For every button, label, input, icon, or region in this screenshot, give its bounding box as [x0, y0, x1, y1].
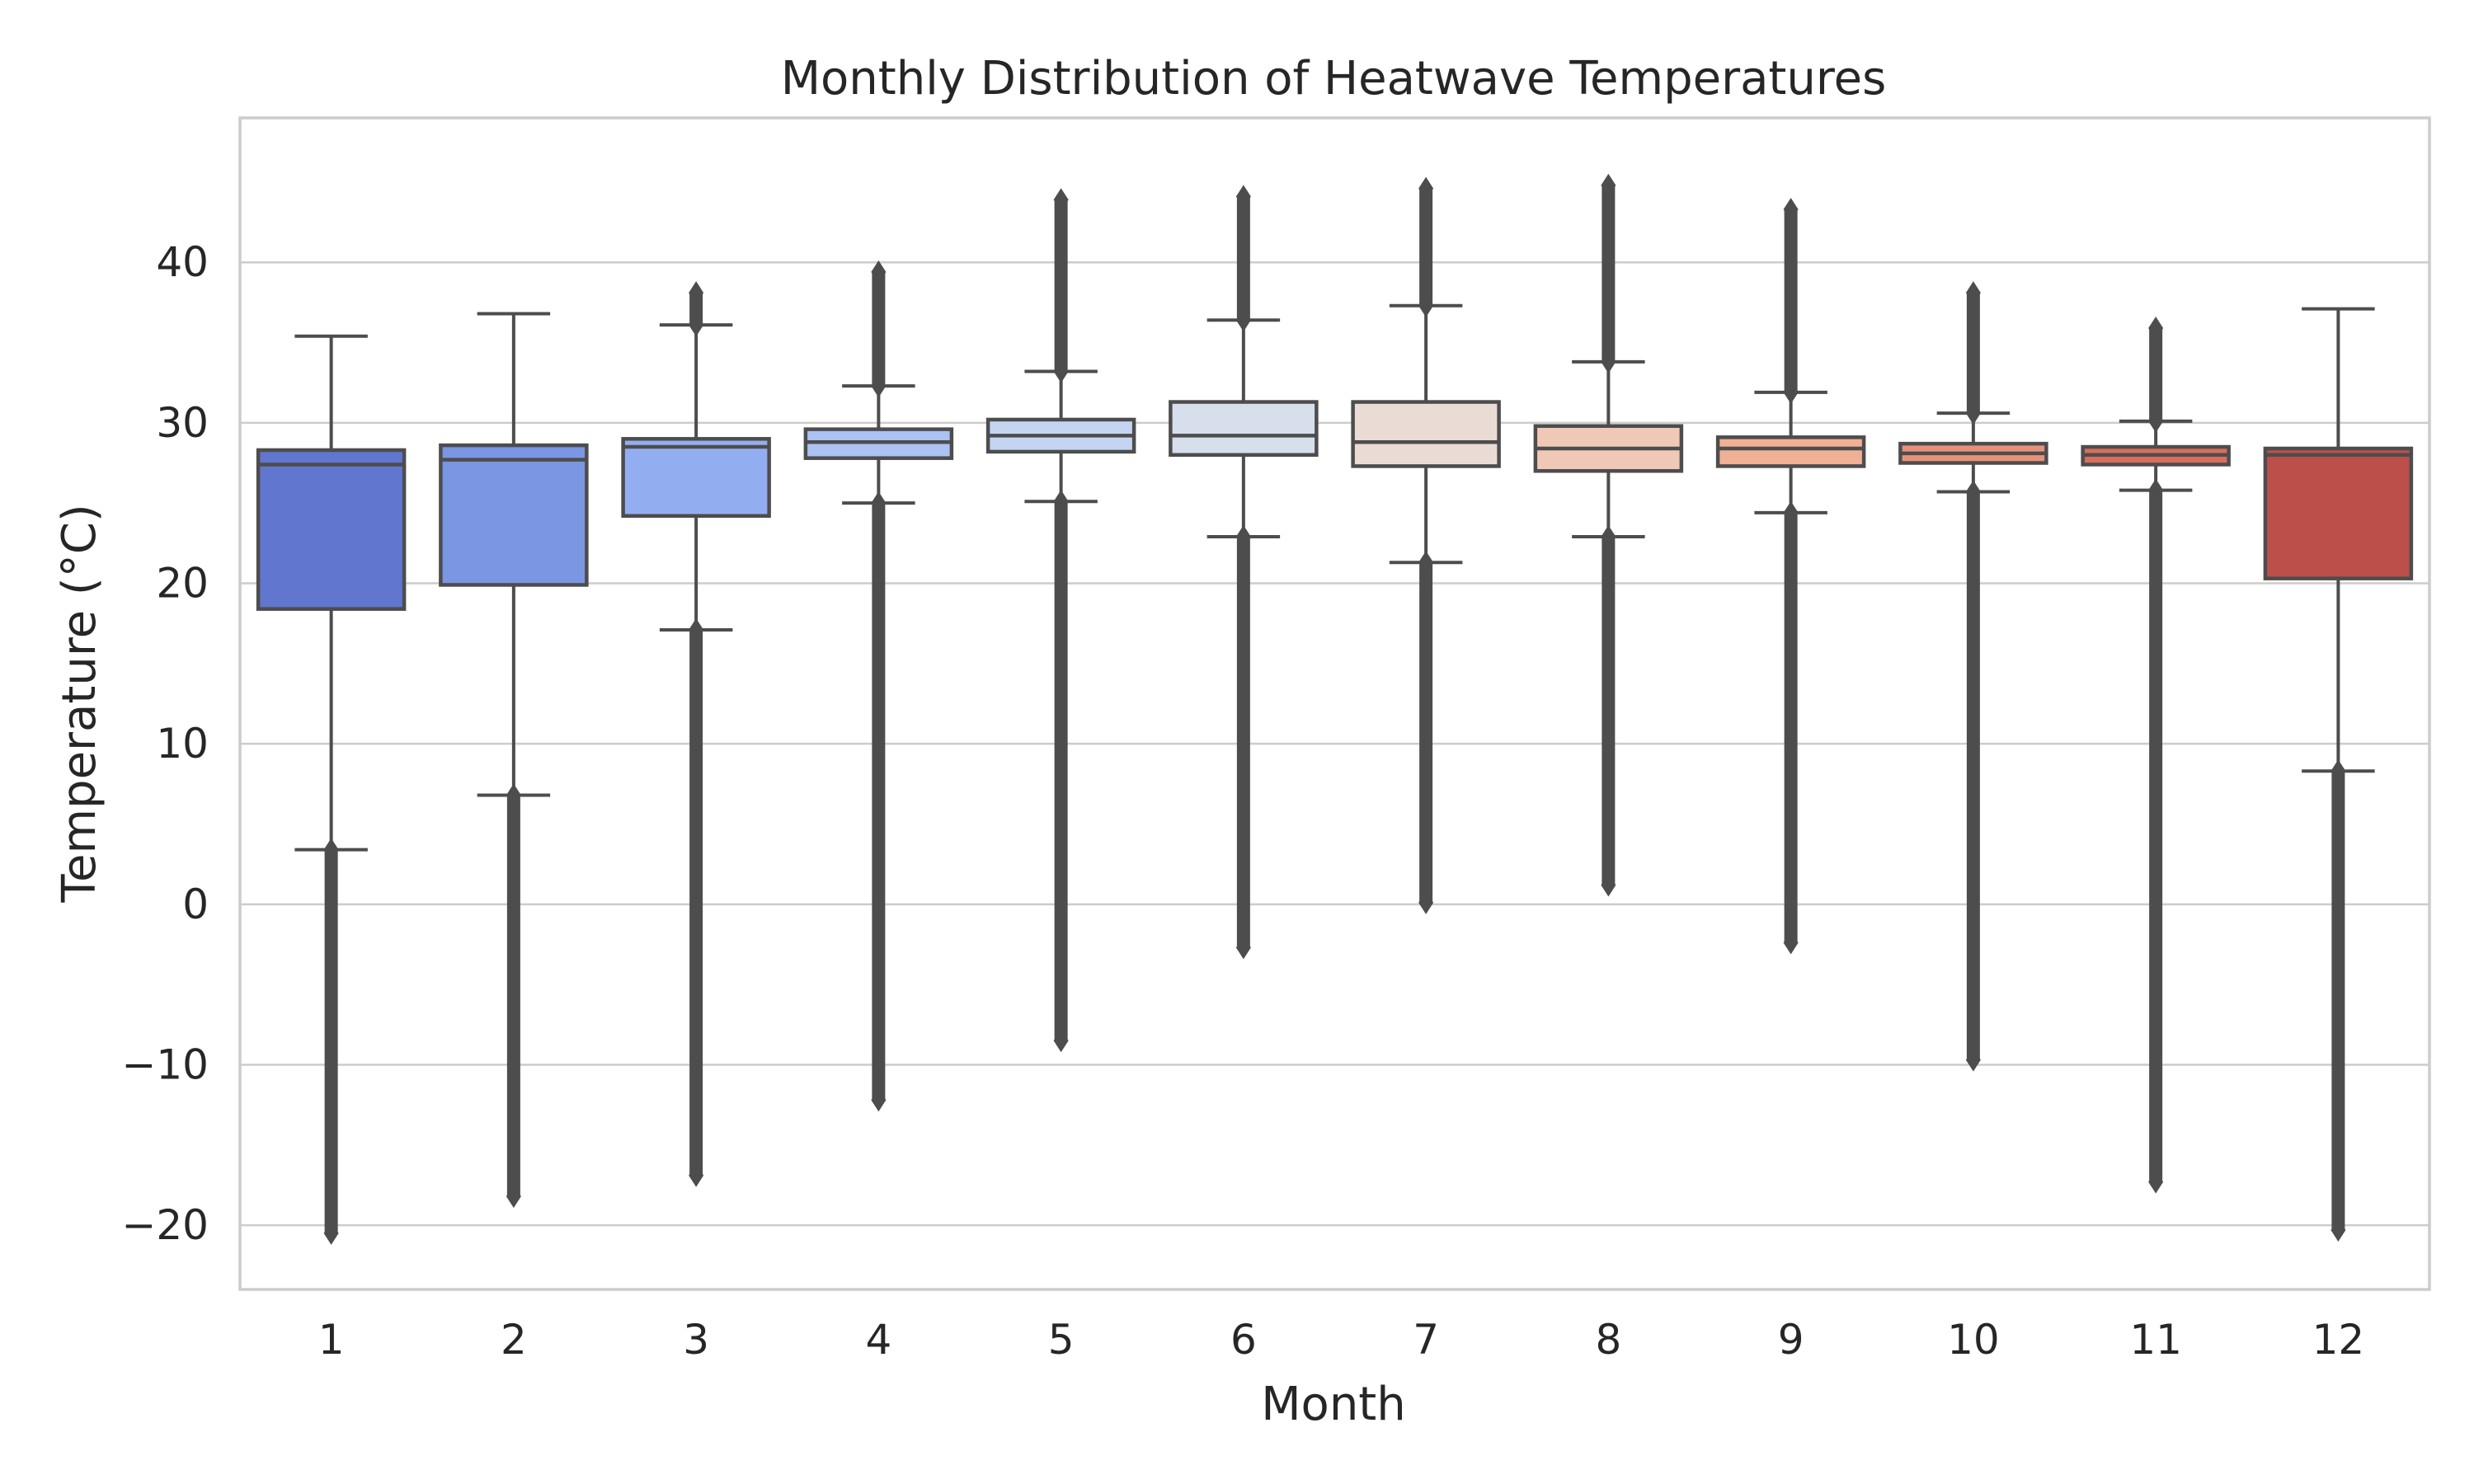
box-month-8	[1533, 173, 1684, 897]
box-month-3	[621, 281, 771, 1187]
x-tick-label: 11	[2129, 1316, 2182, 1364]
x-tick-label: 7	[1413, 1316, 1439, 1364]
outlier-band-low	[1419, 562, 1433, 903]
outlier-band-high	[1602, 185, 1616, 362]
y-tick-label: 10	[156, 720, 209, 768]
outlier-band-high	[689, 293, 703, 326]
y-tick-label: −20	[121, 1201, 209, 1249]
box-month-2	[439, 312, 589, 1209]
outlier-point	[689, 1163, 704, 1187]
boxes	[256, 173, 2414, 1245]
x-tick-label: 3	[683, 1316, 709, 1364]
y-tick-label: −10	[121, 1040, 209, 1088]
outlier-point	[506, 1185, 521, 1209]
outlier-point	[1783, 197, 1799, 221]
outlier-point	[323, 1221, 339, 1245]
outlier-band-low	[1966, 491, 1980, 1060]
outlier-band-low	[2149, 490, 2163, 1182]
outlier-point	[1601, 173, 1616, 197]
outlier-band-low	[872, 503, 886, 1101]
chart-title: Monthly Distribution of Heatwave Tempera…	[781, 52, 1887, 106]
box-month-11	[2081, 317, 2231, 1194]
outlier-band-low	[1054, 501, 1068, 1041]
y-tick-labels: −20 −10 0 10 20 30 40	[121, 238, 209, 1249]
outlier-point	[1053, 188, 1069, 212]
box-body	[1169, 400, 1319, 458]
outlier-point	[1965, 281, 1981, 305]
y-tick-label: 20	[156, 560, 209, 608]
x-tick-label: 9	[1778, 1316, 1804, 1364]
x-tick-label: 6	[1230, 1316, 1257, 1364]
x-tick-label: 5	[1048, 1316, 1075, 1364]
outlier-band-low	[1784, 512, 1798, 943]
outlier-point	[1601, 873, 1616, 897]
outlier-band-low	[506, 795, 520, 1197]
box-body	[2263, 446, 2414, 580]
x-tick-label: 2	[501, 1316, 527, 1364]
y-tick-label: 0	[182, 881, 209, 928]
box-month-10	[1898, 281, 2048, 1072]
outlier-band-high	[1419, 188, 1433, 306]
outlier-point	[871, 1088, 887, 1112]
outlier-point	[1783, 931, 1799, 955]
outlier-point	[1235, 185, 1251, 209]
outlier-point	[689, 281, 704, 305]
x-tick-label: 1	[318, 1316, 345, 1364]
x-tick-label: 10	[1947, 1316, 2000, 1364]
box-month-12	[2263, 307, 2414, 1242]
outlier-band-low	[2331, 771, 2345, 1230]
x-tick-label: 4	[865, 1316, 891, 1364]
box-month-7	[1351, 176, 1501, 914]
box-body	[256, 448, 407, 611]
outlier-point	[1235, 936, 1251, 960]
outlier-point	[2148, 317, 2164, 340]
box-month-6	[1169, 185, 1319, 960]
box-month-9	[1715, 197, 1866, 955]
outlier-point	[2331, 1218, 2346, 1242]
outlier-band-high	[1236, 196, 1250, 321]
box-body	[1715, 435, 1866, 468]
outlier-point	[1053, 1029, 1069, 1053]
x-tick-label: 8	[1595, 1316, 1621, 1364]
box-month-5	[985, 188, 1136, 1053]
box-body	[1351, 400, 1501, 468]
outlier-point	[871, 260, 887, 284]
outlier-point	[1418, 890, 1434, 914]
outlier-band-high	[1966, 293, 1980, 414]
y-tick-label: 40	[156, 238, 209, 286]
y-tick-label: 30	[156, 399, 209, 447]
box-body	[621, 437, 771, 519]
box-month-1	[256, 334, 407, 1245]
outlier-point	[1965, 1048, 1981, 1072]
outlier-band-low	[1602, 537, 1616, 885]
outlier-band-low	[689, 629, 703, 1176]
outlier-band-low	[1236, 537, 1250, 948]
outlier-point	[2148, 1170, 2164, 1194]
outlier-band-low	[324, 849, 338, 1233]
box-month-4	[803, 260, 954, 1112]
outlier-point	[1418, 176, 1434, 200]
outlier-band-high	[872, 271, 886, 387]
x-axis-label: Month	[1261, 1378, 1406, 1431]
box-body	[439, 443, 589, 587]
x-tick-label: 12	[2312, 1316, 2365, 1364]
y-axis-label: Temperature (°C)	[53, 504, 106, 903]
outlier-band-high	[2149, 328, 2163, 421]
grid	[240, 261, 2429, 1227]
plot-frame	[238, 116, 2431, 1291]
outlier-band-high	[1054, 200, 1068, 372]
outlier-band-high	[1784, 209, 1798, 392]
x-tick-labels: 1 2 3 4 5 6 7 8 9 10 11 12	[318, 1316, 2364, 1364]
